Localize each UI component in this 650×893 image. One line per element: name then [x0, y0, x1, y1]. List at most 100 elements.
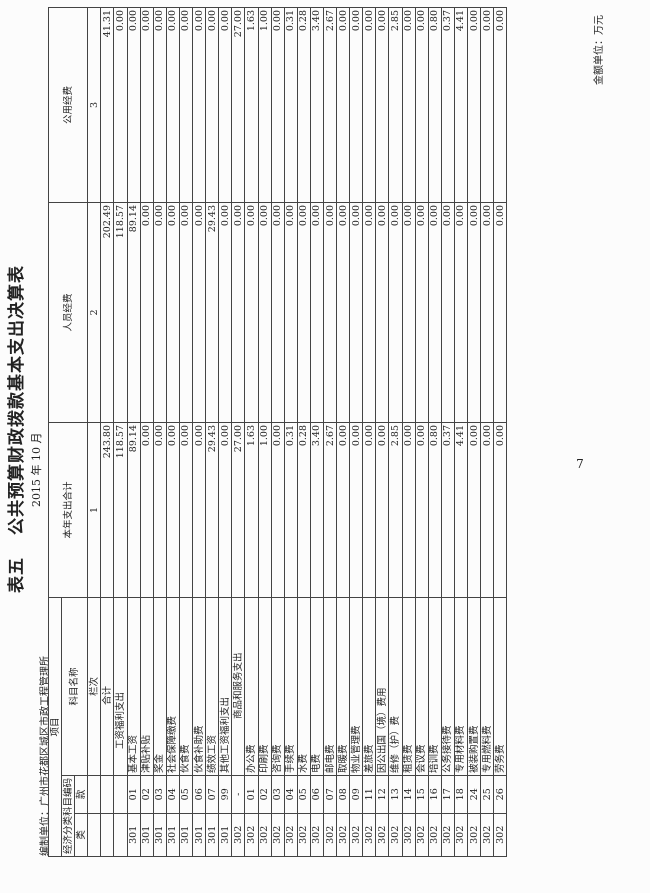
table-row: 302 08 取暖费 0.00 0.00 0.00	[336, 7, 350, 857]
table-row: 工资福利支出 118.57 118.57 0.00	[113, 7, 128, 857]
amount-public: 0.37	[441, 7, 455, 203]
item-name: 电费	[310, 597, 324, 776]
header-econ-code: 经济分类科目编码	[61, 775, 75, 857]
amount-public: 0.80	[428, 7, 442, 203]
code-kuan: 12	[375, 775, 389, 814]
amount-total: 0.00	[402, 422, 416, 598]
total-personnel: 202.49	[100, 202, 114, 423]
amount-personnel: 0.00	[310, 202, 324, 423]
code-kuan: 02	[140, 775, 154, 814]
header-item-name: 科目名称	[61, 597, 88, 776]
amount-personnel: 0.00	[467, 202, 481, 423]
amount-personnel: 29.43	[205, 202, 219, 423]
code-lei: 301	[166, 813, 180, 857]
code-lei: 302	[323, 813, 337, 857]
amount-personnel: 0.00	[375, 202, 389, 423]
amount-public: 27.00	[231, 7, 245, 203]
total-amount: 243.80	[100, 422, 114, 598]
amount-total: 0.00	[271, 422, 285, 598]
amount-total: 0.80	[428, 422, 442, 598]
code-kuan	[113, 775, 128, 814]
amount-public: 0.00	[375, 7, 389, 203]
item-name: 会议费	[415, 597, 429, 776]
amount-public: 0.00	[415, 7, 429, 203]
table-row: 302 04 手续费 0.31 0.00 0.31	[284, 7, 298, 857]
amount-public: 0.00	[402, 7, 416, 203]
amount-total: 0.00	[166, 422, 180, 598]
total-public: 41.31	[100, 7, 114, 203]
table-row: 302 07 邮电费 2.67 0.00 2.67	[323, 7, 337, 857]
code-lei: 302	[493, 813, 507, 857]
amount-total: 0.00	[349, 422, 363, 598]
empty-cell	[87, 775, 101, 814]
table-row: 301 03 奖金 0.00 0.00 0.00	[153, 7, 167, 857]
amount-total: 0.00	[415, 422, 429, 598]
expenditure-table: 项目 本年支出合计 人员经费 公用经费 经济分类科目编码 科目名称 类 款 栏次	[48, 7, 507, 857]
amount-personnel: 0.00	[244, 202, 258, 423]
item-name: 租赁费	[402, 597, 416, 776]
amount-total: 0.00	[192, 422, 206, 598]
code-kuan: 03	[271, 775, 285, 814]
item-name: 商品和服务支出	[231, 597, 245, 776]
amount-total: 118.57	[113, 422, 128, 598]
header-project: 项目	[48, 597, 62, 857]
code-kuan: 07	[205, 775, 219, 814]
code-lei: 302	[428, 813, 442, 857]
amount-public: 0.00	[113, 7, 128, 203]
table-number: 表五	[7, 557, 27, 593]
code-lei: 302	[415, 813, 429, 857]
table-row: 301 05 伙食费 0.00 0.00 0.00	[179, 7, 193, 857]
amount-total: 4.41	[454, 422, 468, 598]
amount-personnel: 0.00	[336, 202, 350, 423]
amount-personnel: 0.00	[153, 202, 167, 423]
amount-public: 0.00	[218, 7, 232, 203]
item-name: 奖金	[153, 597, 167, 776]
table-row: 302 09 物业管理费 0.00 0.00 0.00	[349, 7, 363, 857]
code-lei: 301	[192, 813, 206, 857]
empty-cell	[100, 813, 114, 857]
code-kuan: 05	[297, 775, 311, 814]
item-name: 伙食补助费	[192, 597, 206, 776]
report-title: 表五 公共预算财政拨款基本支出决算表	[2, 265, 27, 593]
amount-public: 0.28	[297, 7, 311, 203]
amount-total: 2.85	[388, 422, 403, 598]
amount-personnel: 0.00	[362, 202, 376, 423]
code-kuan: 14	[402, 775, 416, 814]
column-index-2: 2	[87, 202, 101, 423]
code-lei: 302	[244, 813, 258, 857]
code-lei: 301	[140, 813, 154, 857]
amount-total: 0.28	[297, 422, 311, 598]
amount-total: 0.37	[441, 422, 455, 598]
item-name: 差旅费	[362, 597, 376, 776]
amount-public: 0.00	[205, 7, 219, 203]
code-kuan: 13	[388, 775, 403, 814]
item-name: 咨询费	[271, 597, 285, 776]
table-row: 302 01 办公费 1.63 0.00 1.63	[244, 7, 258, 857]
amount-total: 0.00	[467, 422, 481, 598]
amount-personnel: 0.00	[166, 202, 180, 423]
amount-total: 2.67	[323, 422, 337, 598]
code-kuan: 06	[310, 775, 324, 814]
item-name: 因公出国（境）费用	[375, 597, 389, 776]
code-lei: 302	[375, 813, 389, 857]
amount-total: 0.00	[179, 422, 193, 598]
code-kuan: 04	[166, 775, 180, 814]
code-lei: 302	[441, 813, 455, 857]
amount-public: 2.67	[323, 7, 337, 203]
amount-personnel: 0.00	[493, 202, 507, 423]
amount-public: 0.00	[480, 7, 494, 203]
code-kuan: 11	[362, 775, 376, 814]
table-row: 302 03 咨询费 0.00 0.00 0.00	[271, 7, 285, 857]
column-index-3: 3	[87, 7, 101, 203]
item-name: 物业管理费	[349, 597, 363, 776]
table-row: 301 02 津贴补贴 0.00 0.00 0.00	[140, 7, 154, 857]
header-lei: 类	[74, 813, 88, 857]
item-name: 基本工资	[127, 597, 141, 776]
column-index-row: 栏次 1 2 3	[87, 7, 101, 857]
amount-public: 3.40	[310, 7, 324, 203]
code-lei: 301	[205, 813, 219, 857]
amount-total: 0.00	[480, 422, 494, 598]
item-name: 公务接待费	[441, 597, 455, 776]
amount-total: 0.31	[284, 422, 298, 598]
